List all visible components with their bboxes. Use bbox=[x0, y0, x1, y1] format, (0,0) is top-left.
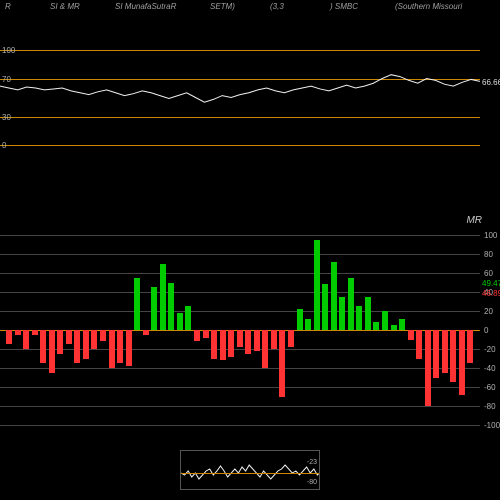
header-label: (Southern Missouri bbox=[395, 2, 462, 11]
mr-bar bbox=[262, 330, 268, 368]
header-label: SETM) bbox=[210, 2, 235, 11]
mini-label: -23 bbox=[307, 459, 317, 466]
mr-bar bbox=[220, 330, 226, 360]
mr-bar bbox=[168, 283, 174, 331]
mr-axis-label: 0 bbox=[484, 326, 488, 335]
mr-bar bbox=[450, 330, 456, 382]
mr-bar bbox=[194, 330, 200, 341]
mr-bar bbox=[100, 330, 106, 341]
mr-bar bbox=[365, 297, 371, 330]
rsi-gridline bbox=[0, 145, 480, 146]
mr-axis-label: 100 bbox=[484, 231, 497, 240]
mr-bar bbox=[57, 330, 63, 354]
mr-bar bbox=[433, 330, 439, 378]
mr-bar bbox=[331, 262, 337, 330]
mr-bar bbox=[314, 240, 320, 330]
mr-bar bbox=[134, 278, 140, 330]
mr-bars bbox=[5, 235, 475, 425]
mr-title: MR bbox=[466, 215, 482, 226]
mr-bar bbox=[23, 330, 29, 349]
header-label: SI & MR bbox=[50, 2, 80, 11]
mr-bar bbox=[160, 264, 166, 331]
mr-axis-label: -20 bbox=[484, 345, 496, 354]
mr-bar bbox=[442, 330, 448, 373]
mr-bar bbox=[49, 330, 55, 373]
rsi-current-value: 66.66 bbox=[482, 78, 498, 87]
mr-bar bbox=[416, 330, 422, 359]
mr-bar bbox=[109, 330, 115, 368]
mr-bar bbox=[348, 278, 354, 330]
mr-bar bbox=[305, 319, 311, 330]
mr-axis-label: 60 bbox=[484, 269, 493, 278]
mr-bar bbox=[151, 287, 157, 330]
mini-hline bbox=[181, 473, 319, 474]
mr-axis-label: 20 bbox=[484, 307, 493, 316]
mr-bar bbox=[66, 330, 72, 344]
mr-axis-label: -60 bbox=[484, 383, 496, 392]
mr-bar bbox=[271, 330, 277, 349]
mr-bar bbox=[117, 330, 123, 363]
mr-bar bbox=[339, 297, 345, 330]
mr-gridline bbox=[0, 425, 480, 426]
mr-bar bbox=[74, 330, 80, 363]
rsi-line-chart bbox=[0, 50, 480, 145]
mr-bar bbox=[399, 319, 405, 330]
header: R SI & MR SI MunafaSutraR SETM) (3,3 ) SMBC (S… bbox=[0, 2, 500, 16]
header-label: R bbox=[5, 2, 11, 11]
mr-current-value: 46.89 bbox=[482, 289, 500, 298]
mr-bar bbox=[373, 322, 379, 330]
mini-label: -80 bbox=[307, 479, 317, 486]
mr-axis-label: -100 bbox=[484, 421, 500, 430]
mr-bar bbox=[83, 330, 89, 359]
mr-bar bbox=[15, 330, 21, 335]
mr-bar bbox=[228, 330, 234, 357]
mr-bar bbox=[391, 325, 397, 330]
mr-bar bbox=[211, 330, 217, 359]
mr-bar bbox=[408, 330, 414, 340]
mr-bar bbox=[143, 330, 149, 335]
mr-bar bbox=[177, 313, 183, 330]
header-label: ) SMBC bbox=[330, 2, 358, 11]
mr-bar bbox=[40, 330, 46, 363]
mr-bar bbox=[203, 330, 209, 338]
mr-bar bbox=[459, 330, 465, 395]
mr-bar bbox=[297, 309, 303, 330]
mr-bar bbox=[6, 330, 12, 344]
header-label: (3,3 bbox=[270, 2, 284, 11]
mr-bar bbox=[32, 330, 38, 335]
mr-bar bbox=[425, 330, 431, 406]
mr-bar bbox=[356, 306, 362, 330]
mr-bar bbox=[322, 284, 328, 330]
mr-bar bbox=[185, 306, 191, 330]
mr-bar bbox=[245, 330, 251, 354]
mr-bar bbox=[91, 330, 97, 349]
mr-axis-label: -40 bbox=[484, 364, 496, 373]
mr-current-value: 49.47 bbox=[482, 279, 500, 288]
mini-panel: -23 -80 bbox=[180, 450, 320, 490]
header-label: SI MunafaSutraR bbox=[115, 2, 176, 11]
mr-bar bbox=[288, 330, 294, 347]
mr-bar bbox=[279, 330, 285, 397]
mini-chart bbox=[181, 451, 319, 489]
mr-bar bbox=[237, 330, 243, 347]
mr-bar bbox=[382, 311, 388, 330]
mr-bar bbox=[467, 330, 473, 363]
mr-bar bbox=[126, 330, 132, 366]
mr-axis-label: 80 bbox=[484, 250, 493, 259]
mr-axis-label: -80 bbox=[484, 402, 496, 411]
mr-bar bbox=[254, 330, 260, 351]
